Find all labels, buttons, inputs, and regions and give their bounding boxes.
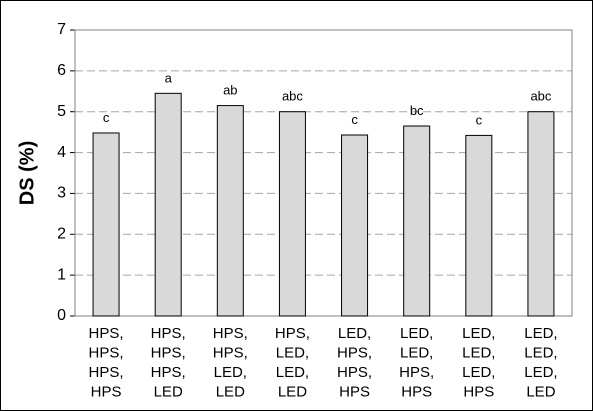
- bar: [465, 134, 493, 317]
- x-tick-label-line: HPS,: [399, 364, 434, 381]
- x-tick-label: HPS, LED, LED, LED: [275, 325, 310, 401]
- y-tick-label: 4: [57, 144, 66, 161]
- significance-letter: ab: [223, 83, 237, 98]
- y-tick-label: 5: [57, 103, 66, 120]
- bar: [278, 111, 306, 317]
- x-tick-label-line: HPS,: [337, 364, 372, 381]
- x-tick-label: LED, LED, LED, HPS: [462, 325, 495, 401]
- significance-letter: bc: [410, 103, 424, 118]
- x-tick-label: LED, HPS, HPS, HPS: [337, 325, 372, 401]
- y-axis-title: DS (%): [16, 141, 38, 205]
- plot-area: [74, 29, 573, 317]
- y-tick-label: 0: [57, 307, 66, 324]
- x-tick-label: HPS, HPS, HPS, HPS: [89, 325, 124, 401]
- x-tick-label-line: LED,: [462, 364, 495, 381]
- x-tick-label-line: LED,: [214, 364, 247, 381]
- bar: [403, 125, 431, 317]
- x-tick-label-line: HPS: [339, 384, 370, 401]
- x-tick-label-line: HPS,: [89, 345, 124, 362]
- x-tick-label: LED, LED, HPS, HPS: [399, 325, 434, 401]
- x-tick-label-line: LED: [278, 384, 307, 401]
- x-tick-label-line: HPS: [463, 384, 494, 401]
- x-tick-label: LED, LED, LED, LED: [524, 325, 557, 401]
- x-tick-label-line: LED,: [524, 364, 557, 381]
- significance-letter: c: [103, 110, 110, 125]
- x-tick-label-line: LED: [154, 384, 183, 401]
- bar: [154, 92, 182, 317]
- x-tick-label-line: LED,: [400, 325, 433, 342]
- bar: [216, 105, 244, 317]
- y-tick-label: 2: [57, 226, 66, 243]
- x-tick-label-line: HPS,: [213, 345, 248, 362]
- x-tick-label: HPS, HPS, LED, LED: [213, 325, 248, 401]
- x-tick-label-line: HPS,: [337, 345, 372, 362]
- x-tick-label-line: HPS,: [89, 325, 124, 342]
- y-tick-label: 6: [57, 62, 66, 79]
- x-tick-label-line: LED,: [524, 325, 557, 342]
- bar: [341, 134, 369, 317]
- x-tick-label-line: HPS,: [89, 364, 124, 381]
- x-tick-label-line: HPS: [401, 384, 432, 401]
- x-tick-label-line: HPS: [91, 384, 122, 401]
- y-tick-label: 7: [57, 21, 66, 38]
- x-tick-label: HPS, HPS, HPS, LED: [151, 325, 186, 401]
- x-tick-label-line: LED,: [276, 345, 309, 362]
- bar: [527, 111, 555, 317]
- y-tick-label: 1: [57, 266, 66, 283]
- significance-letter: abc: [530, 89, 551, 104]
- x-tick-label-line: LED,: [276, 364, 309, 381]
- x-tick-label-line: HPS,: [275, 325, 310, 342]
- significance-letter: c: [351, 112, 358, 127]
- significance-letter: c: [476, 112, 483, 127]
- x-tick-label-line: HPS,: [151, 345, 186, 362]
- x-tick-label-line: LED,: [338, 325, 371, 342]
- x-tick-label-line: LED,: [524, 345, 557, 362]
- x-tick-label-line: LED: [526, 384, 555, 401]
- x-tick-label-line: LED,: [462, 325, 495, 342]
- x-tick-label-line: HPS,: [151, 325, 186, 342]
- significance-letter: a: [165, 70, 173, 85]
- x-tick-label-line: LED,: [400, 345, 433, 362]
- significance-letter: abc: [282, 89, 303, 104]
- x-tick-label-line: LED: [216, 384, 245, 401]
- y-tick-label: 3: [57, 185, 66, 202]
- x-tick-label-line: HPS,: [151, 364, 186, 381]
- bar: [92, 132, 120, 317]
- x-tick-label-line: LED,: [462, 345, 495, 362]
- x-tick-label-line: HPS,: [213, 325, 248, 342]
